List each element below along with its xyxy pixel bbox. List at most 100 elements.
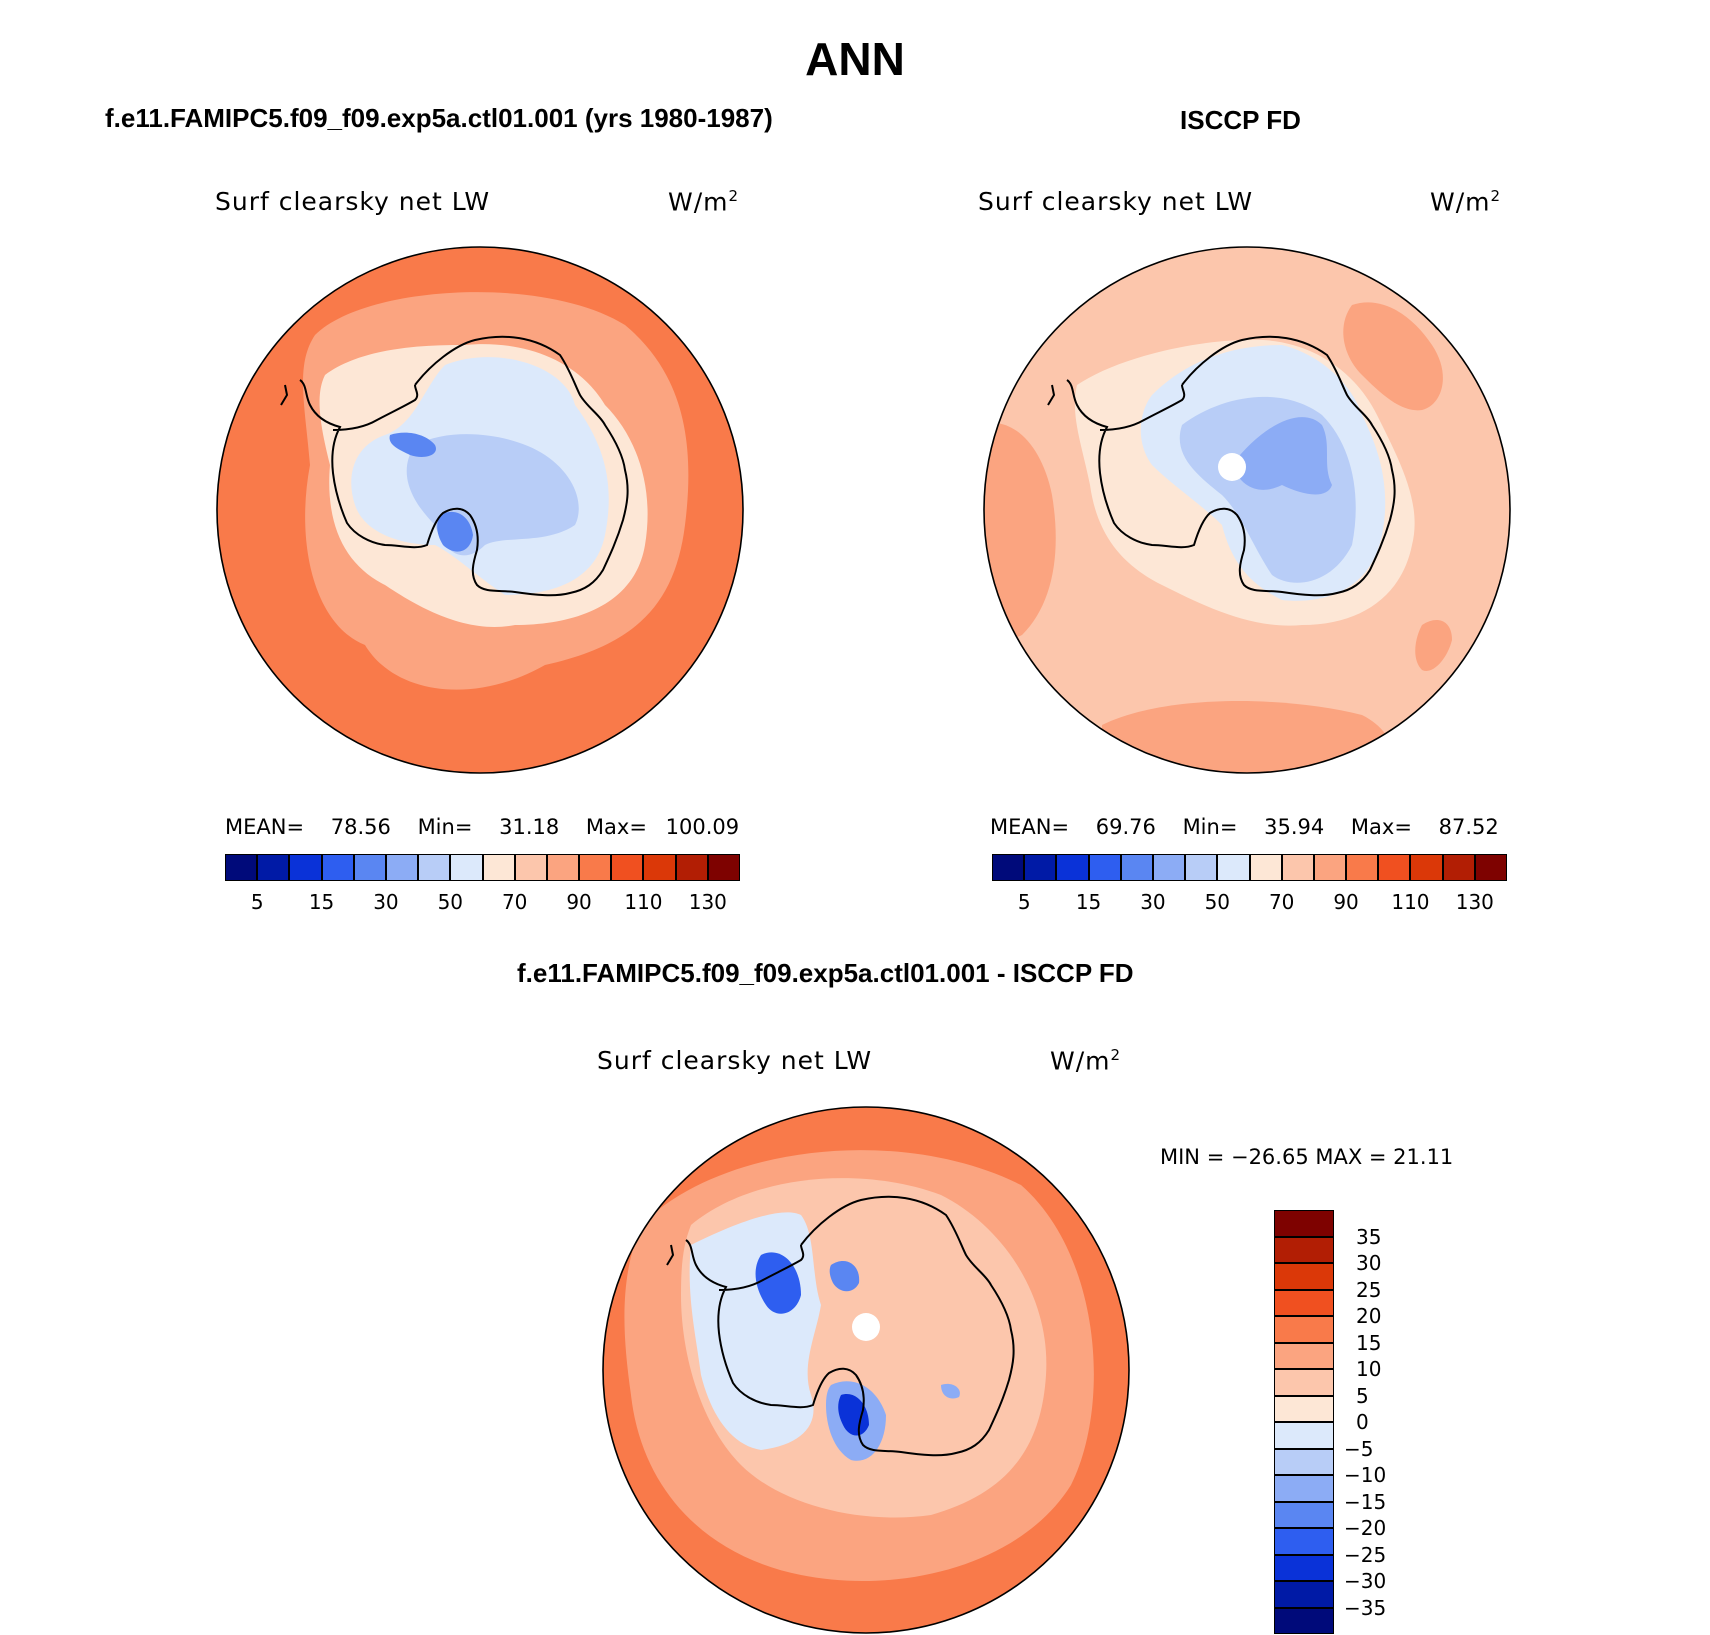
colorbar-swatch	[1120, 854, 1153, 881]
obs-interior-dark	[1232, 417, 1332, 495]
colorbar-swatch	[418, 854, 451, 881]
colorbar-tick-label: 15	[1075, 890, 1102, 914]
colorbar-swatch	[1274, 1289, 1334, 1316]
colorbar-swatch	[1378, 854, 1411, 881]
colorbar-swatch	[546, 854, 580, 881]
colorbar-swatch	[1088, 854, 1121, 881]
diff-negative-strong-west	[755, 1252, 801, 1314]
colorbar-swatch	[1217, 854, 1250, 881]
colorbar-swatch	[611, 854, 644, 881]
colorbar-tick-label: 20	[1356, 1304, 1382, 1328]
colorbar-swatch	[482, 854, 515, 881]
colorbar-swatch	[1274, 1342, 1334, 1369]
model-colorbar-ticks: 5 15 30 50 70 90 110 130	[225, 890, 740, 916]
colorbar-tick-label: −25	[1344, 1542, 1387, 1567]
model-mean-label: MEAN=	[225, 815, 305, 839]
model-polar-map	[216, 246, 744, 774]
colorbar-tick-label: 130	[688, 890, 727, 914]
diff-stats: MIN = −26.65 MAX = 21.11	[1160, 1145, 1454, 1169]
colorbar-swatch	[1274, 1422, 1334, 1449]
colorbar-tick-label: 50	[437, 890, 464, 914]
diff-panel-title: f.e11.FAMIPC5.f09_f09.exp5a.ctl01.001 - …	[517, 958, 1134, 988]
diff-pole-hole	[852, 1313, 880, 1341]
model-min-label: Min=	[417, 815, 473, 839]
colorbar-tick-label: −10	[1344, 1463, 1387, 1487]
colorbar-tick-label: 70	[1268, 890, 1295, 914]
colorbar-swatch	[1274, 1501, 1334, 1528]
colorbar-swatch	[675, 854, 708, 881]
colorbar-swatch	[1274, 1369, 1334, 1396]
colorbar-swatch	[1274, 1554, 1334, 1581]
model-panel-title: f.e11.FAMIPC5.f09_f09.exp5a.ctl01.001 (y…	[105, 103, 773, 133]
diff-negative-patch-a	[829, 1261, 860, 1292]
obs-ocean-accent-west	[984, 423, 1056, 638]
colorbar-tick-label: 90	[1333, 890, 1359, 914]
colorbar-tick-label: 15	[1356, 1330, 1382, 1355]
diff-negative-deep-ross	[838, 1394, 869, 1436]
colorbar-swatch	[225, 854, 258, 881]
colorbar-tick-label: −5	[1344, 1436, 1374, 1461]
model-colorbar	[225, 854, 740, 881]
obs-colorbar-ticks: 5 15 30 50 70 90 110 130	[992, 890, 1507, 916]
colorbar-tick-label: 0	[1356, 1410, 1369, 1434]
diff-variable-label: Surf clearsky net LW	[597, 1046, 873, 1075]
colorbar-swatch	[1152, 854, 1186, 881]
diff-units-label: W/m2	[1050, 1046, 1122, 1076]
diff-colorbar	[1274, 1210, 1334, 1634]
colorbar-swatch	[1185, 854, 1218, 881]
colorbar-tick-label: −35	[1344, 1595, 1387, 1620]
colorbar-swatch	[1442, 854, 1475, 881]
colorbar-tick-label: 5	[1356, 1383, 1369, 1408]
model-max-label: Max=	[585, 815, 647, 839]
obs-mean-label: MEAN=	[990, 815, 1070, 839]
colorbar-tick-label: 110	[624, 890, 663, 914]
obs-pole-hole	[1218, 453, 1246, 481]
colorbar-swatch	[385, 854, 419, 881]
obs-max-label: Max=	[1350, 815, 1412, 839]
colorbar-swatch	[257, 854, 290, 881]
diff-colorbar-ticks: 35 30 25 20 15 10 5 0 −5 −10 −15 −20 −25 −30 −35	[1344, 1210, 1414, 1634]
colorbar-tick-label: −20	[1344, 1516, 1387, 1540]
figure-title: ANN	[805, 33, 905, 85]
colorbar-swatch	[579, 854, 612, 881]
colorbar-tick-label: 5	[250, 890, 264, 914]
diff-polar-map	[602, 1106, 1130, 1634]
model-stats: MEAN= 78.56 Min= 31.18 Max= 100.09	[225, 815, 739, 839]
colorbar-swatch	[1056, 854, 1089, 881]
obs-panel-title: ISCCP FD	[1180, 105, 1301, 135]
colorbar-tick-label: 110	[1391, 890, 1430, 914]
colorbar-tick-label: 5	[1017, 890, 1031, 914]
colorbar-tick-label: 15	[308, 890, 335, 914]
colorbar-swatch	[1281, 854, 1314, 881]
colorbar-swatch	[321, 854, 354, 881]
colorbar-swatch	[643, 854, 676, 881]
obs-ocean-accent-south	[1102, 701, 1392, 773]
colorbar-swatch	[1274, 1607, 1334, 1634]
obs-stats: MEAN= 69.76 Min= 35.94 Max= 87.52	[990, 815, 1499, 839]
colorbar-tick-label: 10	[1356, 1357, 1382, 1381]
obs-variable-label: Surf clearsky net LW	[978, 187, 1254, 216]
colorbar-swatch	[992, 854, 1025, 881]
model-variable-label: Surf clearsky net LW	[215, 187, 491, 216]
colorbar-tick-label: −30	[1344, 1569, 1387, 1593]
colorbar-swatch	[707, 854, 740, 881]
colorbar-tick-label: 90	[566, 890, 592, 914]
diff-coastline	[666, 1182, 1015, 1457]
colorbar-tick-label: 50	[1204, 890, 1231, 914]
model-coastline	[280, 322, 629, 597]
colorbar-tick-label: 35	[1356, 1224, 1382, 1249]
colorbar-swatch	[1274, 1210, 1334, 1237]
model-ross-shelf-dark	[437, 511, 473, 552]
colorbar-tick-label: 30	[1140, 890, 1166, 914]
colorbar-swatch	[1274, 1316, 1334, 1343]
colorbar-swatch	[1274, 1236, 1334, 1263]
obs-coastline	[1047, 322, 1396, 597]
obs-colorbar	[992, 854, 1507, 881]
colorbar-tick-label: 25	[1356, 1277, 1382, 1302]
colorbar-swatch	[1274, 1395, 1334, 1422]
obs-max-value: 87.52	[1438, 815, 1499, 839]
model-max-value: 100.09	[665, 815, 740, 839]
colorbar-swatch	[1274, 1581, 1334, 1608]
obs-min-label: Min=	[1182, 815, 1238, 839]
colorbar-swatch	[514, 854, 547, 881]
